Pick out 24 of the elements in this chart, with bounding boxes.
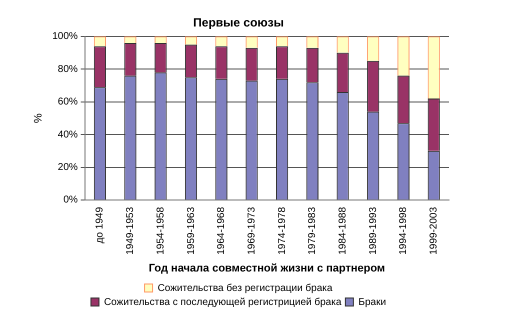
y-axis-title: %: [32, 113, 45, 124]
x-tick-label: 1964-1968: [216, 206, 228, 255]
x-axis-title: Год начала совместной жизни с партнером: [148, 262, 386, 274]
y-tick-label: 20%: [58, 162, 78, 174]
x-tick-label: 1959-1963: [186, 206, 197, 255]
y-tick-label: 40%: [58, 129, 78, 140]
legend-label: Браки: [358, 296, 386, 308]
x-tick-label: 1994-1998: [398, 206, 410, 255]
x-tick-label: 1969-1973: [246, 206, 258, 255]
legend-label: Сожительства без регистрации брака: [158, 282, 333, 294]
y-tick-label: 80%: [58, 64, 78, 75]
legend-label: Сожительства с последующей регистрицией брака: [104, 296, 342, 308]
x-tick-label: 1999-2003: [428, 206, 440, 255]
x-tick-label: 1974-1978: [276, 206, 288, 255]
y-tick-label: 0%: [63, 194, 78, 206]
x-tick-label: до 1949: [94, 206, 106, 244]
x-tick-label: 1949-1953: [125, 206, 136, 255]
x-tick-label: 1984-1988: [338, 206, 349, 255]
x-tick-label: 1954-1958: [155, 206, 166, 255]
x-tick-label: 1989-1993: [368, 206, 379, 255]
chart-title: Первые союзы: [193, 16, 284, 30]
x-tick-label: 1979-1983: [307, 206, 318, 255]
y-tick-label: 60%: [58, 96, 78, 108]
y-tick-label: 100%: [52, 31, 78, 42]
